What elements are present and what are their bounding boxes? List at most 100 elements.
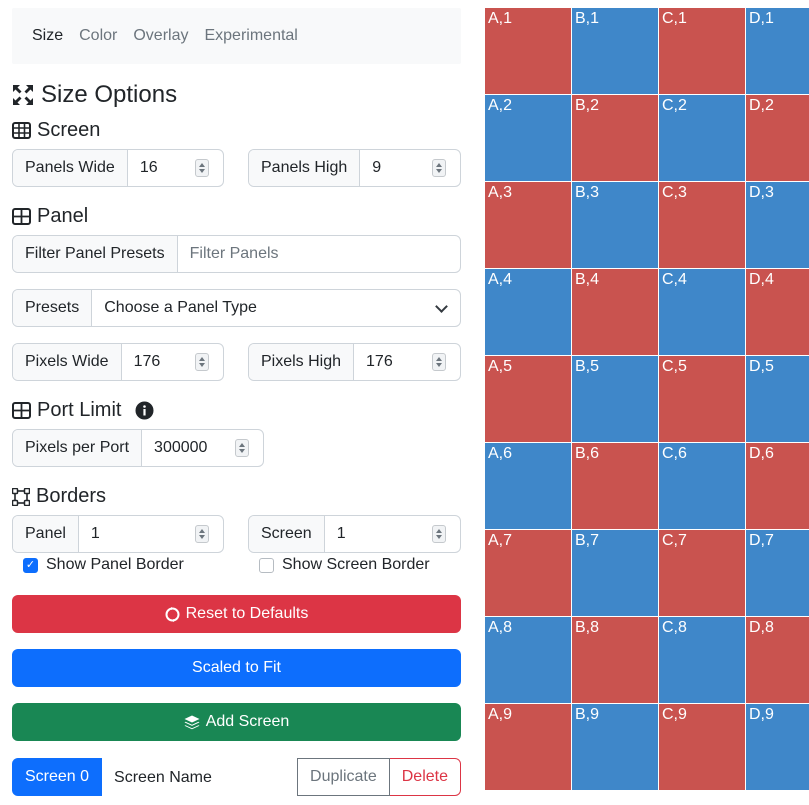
filter-panels-input[interactable]: Filter Panels — [189, 245, 279, 262]
screen-tab[interactable]: Screen 0 — [12, 758, 103, 796]
panel-cell: A,7 — [485, 530, 572, 617]
presets-select[interactable]: Choose a Panel Type — [92, 290, 460, 326]
panel-cell: B,1 — [572, 8, 659, 95]
pixels-per-port-label: Pixels per Port — [13, 430, 143, 466]
panel-border-label: Panel — [13, 516, 79, 552]
filter-panel-label: Filter Panel Presets — [13, 236, 178, 272]
pixels-high-label: Pixels High — [249, 344, 355, 380]
panel-cell: D,5 — [746, 356, 809, 443]
info-icon[interactable] — [135, 401, 154, 420]
panel-cell: A,3 — [485, 182, 572, 269]
pixels-per-port-spinner[interactable] — [235, 439, 249, 457]
presets-label: Presets — [13, 290, 93, 326]
table-icon — [12, 122, 31, 139]
show-panel-border-checkbox[interactable]: ✓ — [23, 557, 38, 573]
screen-border-input[interactable]: 1 — [325, 516, 460, 552]
panels-wide-label: Panels Wide — [13, 150, 128, 186]
panel-cell: B,7 — [572, 530, 659, 617]
panel-cell: A,9 — [485, 704, 572, 791]
panels-wide-spinner[interactable] — [195, 159, 209, 177]
show-screen-border-toggle[interactable]: Show Screen Border — [259, 556, 430, 574]
tab-experimental[interactable]: Experimental — [204, 27, 298, 44]
arrows-fullscreen-icon — [12, 84, 34, 106]
tab-size[interactable]: Size — [32, 27, 64, 44]
panel-cell: D,3 — [746, 182, 809, 269]
panel-cell: A,2 — [485, 95, 572, 182]
scaled-to-fit-label: Scaled to Fit — [192, 659, 281, 676]
size-options-heading: Size Options — [12, 81, 177, 109]
port-limit-heading: Port Limit — [12, 399, 154, 422]
panels-high-label: Panels High — [249, 150, 361, 186]
add-screen-label: Add Screen — [205, 713, 290, 730]
show-screen-border-label: Show Screen Border — [282, 556, 430, 573]
panel-cell: C,6 — [659, 443, 746, 530]
pixels-wide-label: Pixels Wide — [13, 344, 122, 380]
panel-cell: C,3 — [659, 182, 746, 269]
screen-title: Screen — [37, 119, 101, 141]
panel-cell: B,3 — [572, 182, 659, 269]
pixels-wide-input[interactable]: 176 — [122, 344, 223, 380]
screen-border-spinner[interactable] — [432, 525, 446, 543]
bounding-box-icon — [12, 487, 30, 506]
panel-cell: D,9 — [746, 704, 809, 791]
pixels-high-spinner[interactable] — [432, 353, 446, 371]
panel-cell: B,4 — [572, 269, 659, 356]
panel-cell: C,5 — [659, 356, 746, 443]
pixels-wide-spinner[interactable] — [195, 353, 209, 371]
tab-color[interactable]: Color — [79, 27, 118, 44]
panel-border-input[interactable]: 1 — [79, 516, 223, 552]
panel-cell: A,5 — [485, 356, 572, 443]
reset-defaults-button[interactable]: Reset to Defaults — [12, 595, 461, 633]
size-options-title: Size Options — [41, 81, 178, 108]
settings-panel: Size Color Overlay Experimental Size Opt… — [12, 8, 461, 796]
pixels-high-input[interactable]: 176 — [354, 344, 460, 380]
filter-panel-group: Filter Panel Presets Filter Panels — [12, 235, 461, 273]
panel-cell: D,2 — [746, 95, 809, 182]
presets-group: Presets Choose a Panel Type — [12, 289, 461, 327]
panel-cell: B,2 — [572, 95, 659, 182]
panel-cell: B,8 — [572, 617, 659, 704]
panel-cell: C,9 — [659, 704, 746, 791]
delete-button[interactable]: Delete — [389, 758, 461, 796]
show-screen-border-checkbox[interactable] — [259, 557, 274, 573]
panel-cell: D,1 — [746, 8, 809, 95]
panel-cell: C,2 — [659, 95, 746, 182]
panel-cell: D,8 — [746, 617, 809, 704]
reset-defaults-label: Reset to Defaults — [185, 605, 309, 622]
panel-cell: A,6 — [485, 443, 572, 530]
screen-bar: Screen 0 Screen Name Duplicate Delete — [12, 758, 461, 796]
borders-title: Borders — [36, 485, 107, 507]
panels-wide-input[interactable]: 16 — [128, 150, 223, 186]
recycle-icon — [165, 606, 180, 622]
add-screen-button[interactable]: Add Screen — [12, 703, 461, 741]
layers-icon — [184, 715, 200, 730]
screen-heading: Screen — [12, 119, 100, 142]
panels-wide-group: Panels Wide 16 — [12, 149, 224, 187]
duplicate-button[interactable]: Duplicate — [297, 758, 390, 796]
panel-cell: D,4 — [746, 269, 809, 356]
show-panel-border-toggle[interactable]: ✓ Show Panel Border — [23, 556, 184, 574]
grid-icon — [12, 208, 31, 225]
panel-heading: Panel — [12, 205, 88, 228]
port-limit-title: Port Limit — [37, 399, 122, 421]
pixels-high-group: Pixels High 176 — [248, 343, 461, 381]
panel-cell: B,9 — [572, 704, 659, 791]
panel-cell: C,7 — [659, 530, 746, 617]
scaled-to-fit-button[interactable]: Scaled to Fit — [12, 649, 461, 687]
panel-border-spinner[interactable] — [195, 525, 209, 543]
panels-high-input[interactable]: 9 — [360, 150, 460, 186]
pixels-per-port-input[interactable]: 300000 — [142, 430, 263, 466]
screen-preview-grid: A,1 B,1 C,1 D,1 A,2 B,2 C,2 D,2 A,3 B,3 C,3 D,3 A,4 B… — [485, 8, 809, 792]
panels-high-spinner[interactable] — [432, 159, 446, 177]
borders-heading: Borders — [12, 485, 106, 508]
pixels-per-port-group: Pixels per Port 300000 — [12, 429, 264, 467]
screen-name-input[interactable]: Screen Name — [102, 758, 298, 796]
panel-cell: A,4 — [485, 269, 572, 356]
panel-cell: C,8 — [659, 617, 746, 704]
screen-border-label: Screen — [249, 516, 325, 552]
tab-overlay[interactable]: Overlay — [133, 27, 189, 44]
panel-cell: A,8 — [485, 617, 572, 704]
panel-cell: B,6 — [572, 443, 659, 530]
panels-high-group: Panels High 9 — [248, 149, 461, 187]
panel-cell: C,1 — [659, 8, 746, 95]
